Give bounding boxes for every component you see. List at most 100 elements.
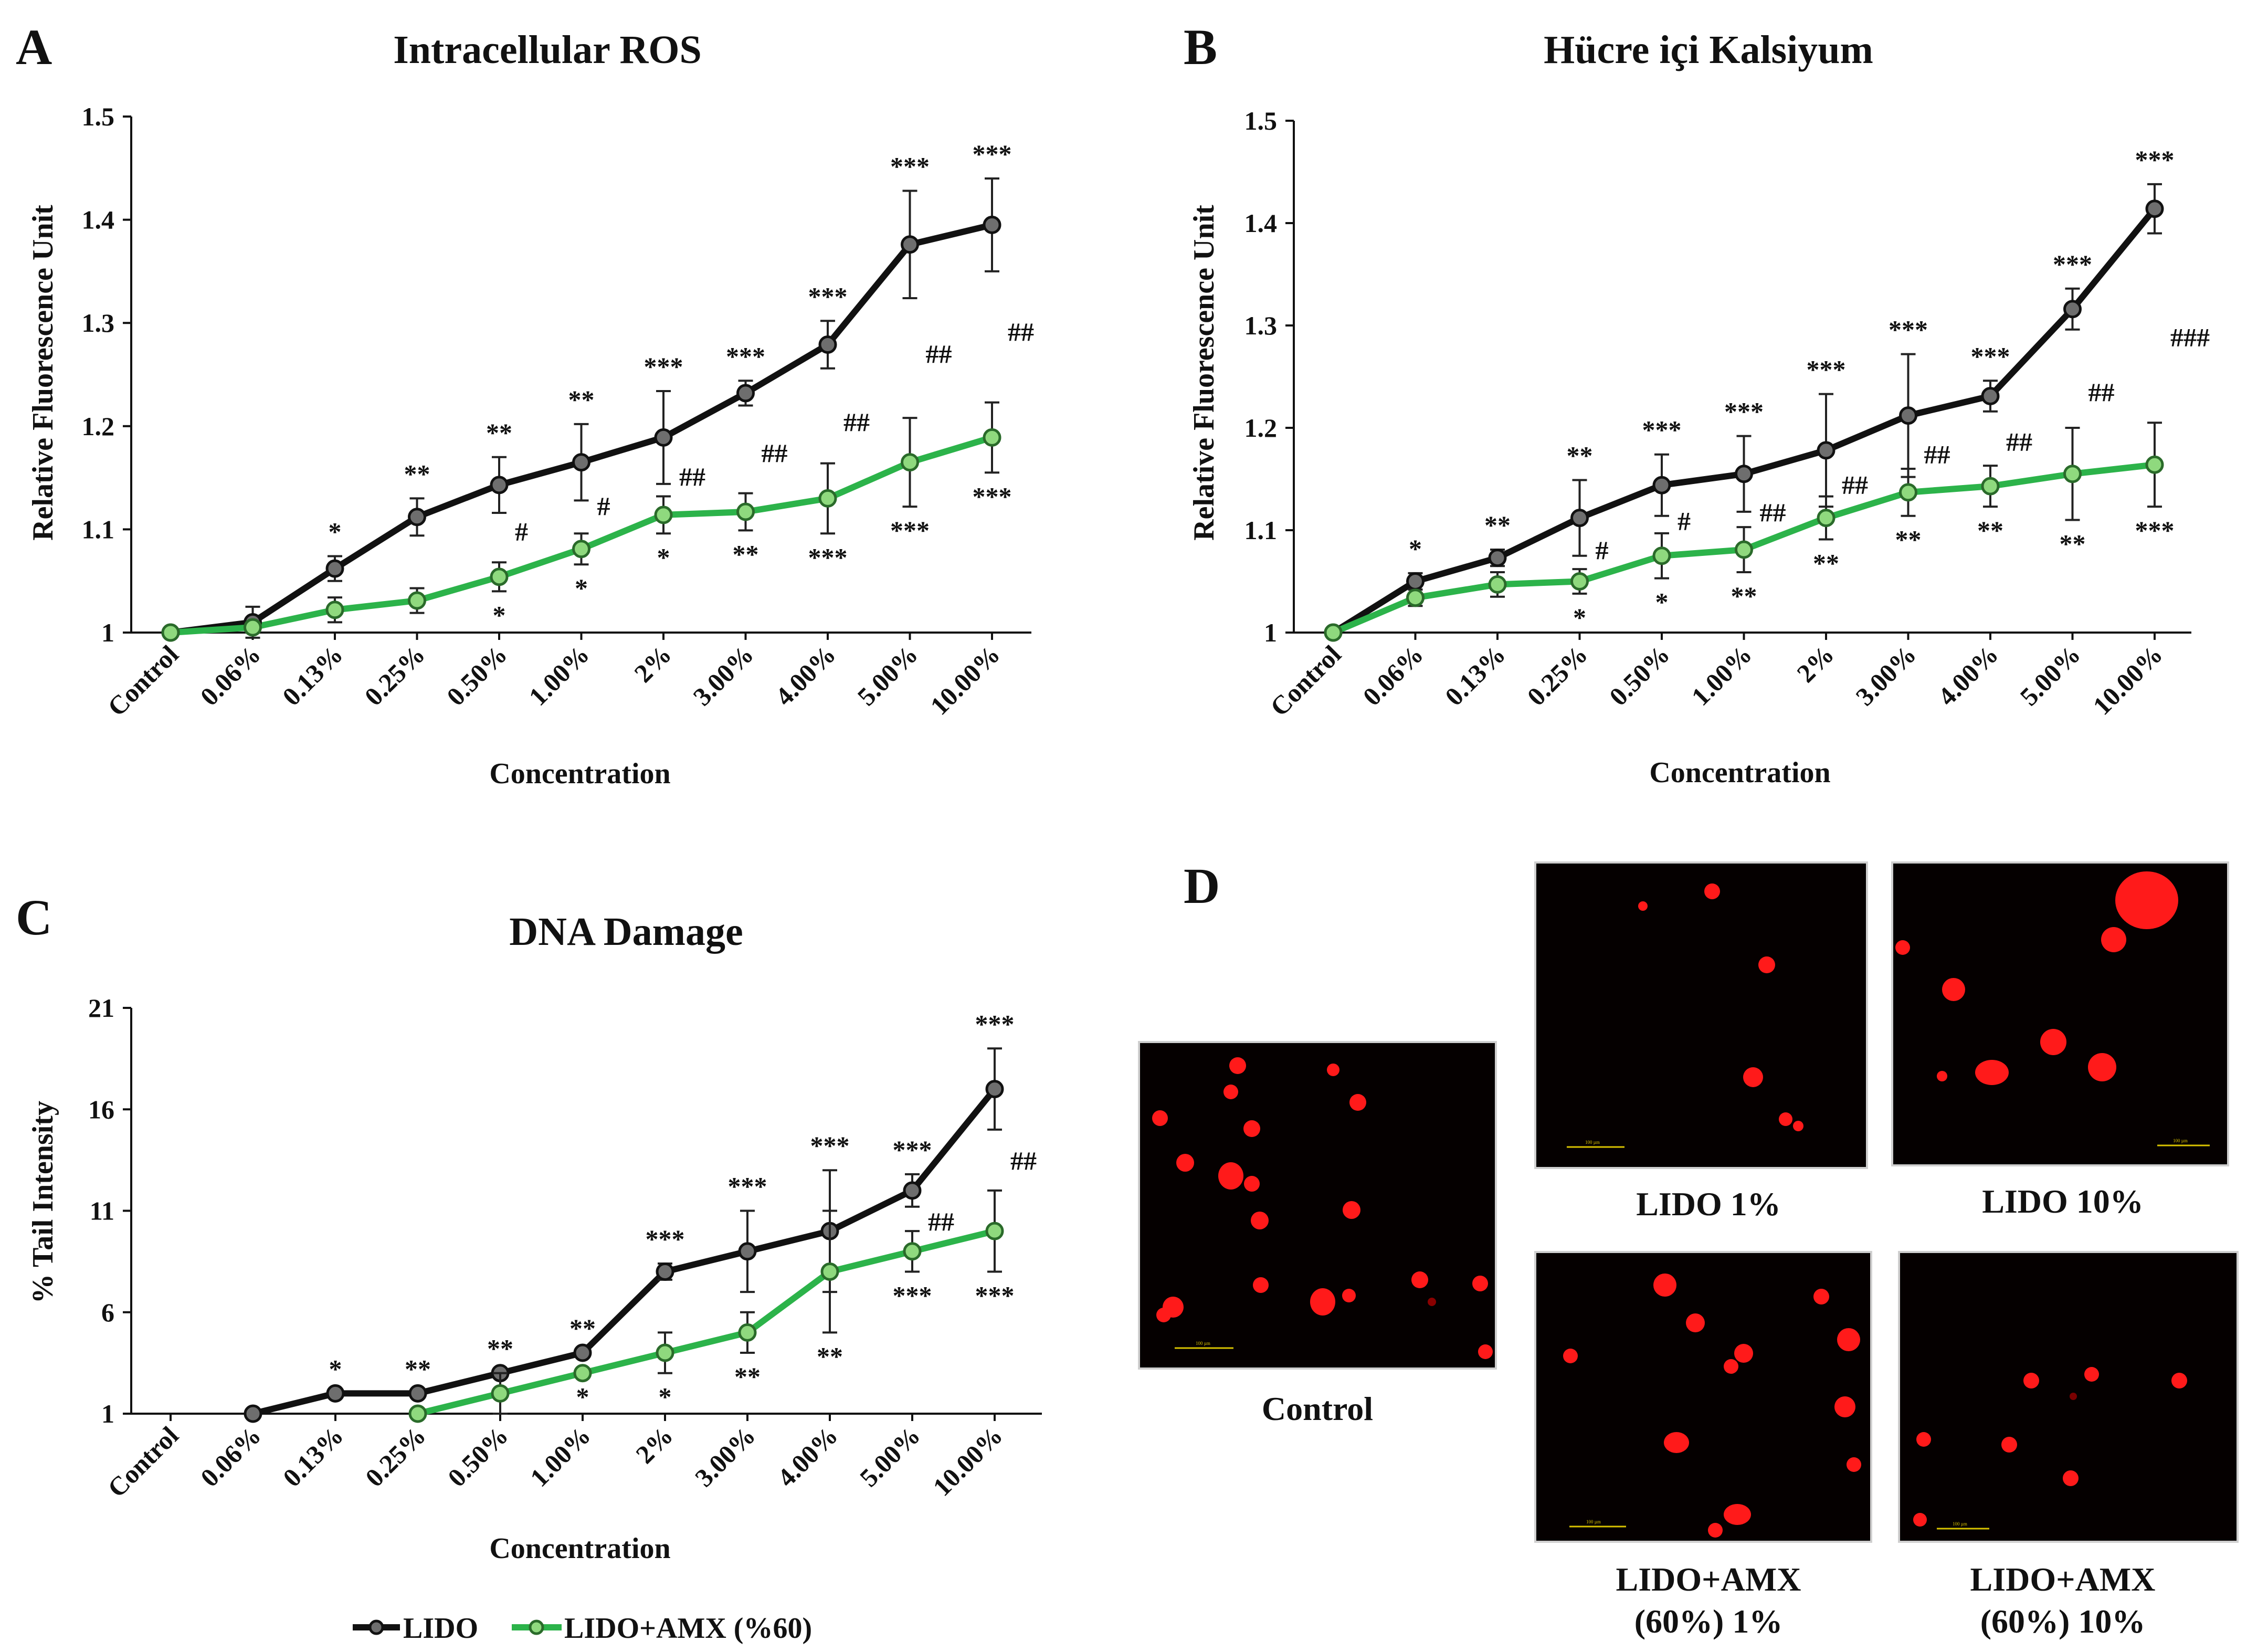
micrograph-caption-line-1: LIDO+AMX <box>1970 1561 2156 1598</box>
x-tick-label: 10.00% <box>927 1420 1008 1502</box>
data-point-lido-amx <box>818 489 837 508</box>
cell-nucleus <box>1937 1071 1947 1081</box>
panel-b-chart: B Hücre içi Kalsiyum Relative Fluorescen… <box>1184 19 2210 789</box>
chart-title-a: Intracellular ROS <box>393 28 702 72</box>
data-point-lido <box>326 1384 345 1403</box>
significance-label: *** <box>973 481 1012 511</box>
y-tick-label: 1.2 <box>1244 413 1278 443</box>
cell-nucleus <box>1975 1060 2009 1085</box>
y-tick-label: 1.2 <box>82 412 115 441</box>
hash-significance-label: # <box>515 517 528 546</box>
x-tick-label: 1.00% <box>523 639 595 711</box>
x-tick-label: 2% <box>1791 639 1840 688</box>
cell-nucleus <box>2088 1053 2116 1081</box>
data-point-lido <box>1570 509 1589 528</box>
data-point-lido-amx <box>1899 483 1917 502</box>
data-point-lido-amx <box>490 567 509 586</box>
micrograph-caption-line-1: LIDO+AMX <box>1616 1561 1801 1598</box>
data-point-lido-amx <box>244 618 262 637</box>
x-tick-label: 3.00% <box>1850 639 1922 711</box>
significance-label: * <box>1409 534 1422 563</box>
data-point-lido <box>983 215 1001 234</box>
significance-label: ** <box>405 1354 431 1383</box>
x-tick-label: 2% <box>628 639 677 688</box>
x-tick-label: 1.00% <box>1685 639 1757 711</box>
cell-nucleus <box>2084 1367 2099 1382</box>
y-tick-label: 1.3 <box>82 308 115 338</box>
y-tick-label: 16 <box>88 1095 114 1124</box>
data-point-lido <box>490 476 509 494</box>
cell-nucleus <box>2001 1437 2017 1453</box>
hash-significance-label: ## <box>762 438 788 468</box>
scale-bar-label: 100 µm <box>2173 1138 2188 1143</box>
data-point-lido <box>903 1181 922 1200</box>
significance-label: ** <box>2060 529 2086 559</box>
x-tick-label: 0.13% <box>1439 639 1511 711</box>
data-point-lido <box>573 1343 592 1362</box>
significance-label: ** <box>486 418 512 447</box>
x-tick-label: 3.00% <box>687 639 759 711</box>
significance-label: *** <box>1807 355 1846 384</box>
scale-bar-label: 100 µm <box>1585 1140 1600 1145</box>
x-tick-label: 10.00% <box>2087 639 2168 721</box>
cell-nucleus <box>1704 883 1720 899</box>
cell-nucleus <box>1152 1110 1168 1126</box>
cell-nucleus <box>1229 1057 1246 1074</box>
panel-letter-d: D <box>1184 858 1220 914</box>
chart-title-c: DNA Damage <box>509 910 743 954</box>
significance-label: *** <box>1724 397 1764 426</box>
x-axis-label-b: Concentration <box>1649 756 1830 789</box>
cell-nucleus <box>1638 901 1648 911</box>
cell-nucleus <box>1653 1274 1676 1297</box>
panel-letter-b: B <box>1184 19 1217 75</box>
micrograph-caption: LIDO 10% <box>1982 1183 2144 1220</box>
y-tick-label: 1.5 <box>1244 106 1278 135</box>
cell-nucleus <box>1743 1067 1763 1087</box>
significance-label: ** <box>1567 440 1593 470</box>
significance-label: ** <box>569 1313 596 1343</box>
significance-label: *** <box>728 1172 767 1201</box>
cell-nucleus <box>1686 1313 1705 1332</box>
x-tick-label: Control <box>102 1420 184 1503</box>
scale-bar-label: 100 µm <box>1586 1519 1601 1524</box>
data-point-lido-amx <box>736 502 755 521</box>
significance-label: *** <box>726 341 765 371</box>
y-tick-label: 1 <box>101 1399 114 1428</box>
data-point-lido-amx <box>1981 477 2000 496</box>
y-axis-label-a: Relative Fluorescence Unit <box>27 205 59 541</box>
series-line-lido <box>252 1087 997 1417</box>
significance-label: * <box>493 600 506 629</box>
cell-nuclei <box>1638 883 1803 1131</box>
y-axis-label-b: Relative Fluorescence Unit <box>1188 205 1220 541</box>
significance-label: *** <box>808 281 848 311</box>
y-tick-label: 1 <box>101 618 114 647</box>
cell-nuclei <box>1563 1274 1861 1538</box>
data-point-lido <box>738 1242 757 1261</box>
cell-nucleus <box>1428 1298 1436 1306</box>
plot-area-b: 1 1.1 1.2 1.3 1.4 1.5 Control 0.06% 0.13% 0.25% 0.… <box>1244 106 2210 722</box>
data-point-lido-amx <box>572 540 590 559</box>
x-tick-label: 4.00% <box>769 639 841 711</box>
y-axis-label-c: % Tail Intensity <box>27 1101 59 1303</box>
significance-label: ** <box>1731 581 1757 611</box>
cell-nucleus <box>1327 1064 1339 1076</box>
x-tick-label: 0.25% <box>1521 639 1593 711</box>
data-point-lido <box>325 559 344 578</box>
data-point-lido-amx <box>573 1364 592 1383</box>
cell-nucleus <box>1834 1396 1855 1417</box>
data-point-lido-amx <box>1488 575 1507 594</box>
hash-significance-label: ## <box>2006 427 2032 456</box>
hash-significance-label: ## <box>926 339 952 369</box>
cell-nucleus <box>1563 1349 1578 1363</box>
x-tick-label: 3.00% <box>689 1420 761 1492</box>
hash-significance-label: # <box>597 491 610 521</box>
x-tick-label: 5.00% <box>854 1420 926 1492</box>
micrograph-caption: LIDO 1% <box>1636 1185 1781 1223</box>
data-point-lido <box>244 1404 262 1423</box>
cell-nucleus <box>1793 1121 1803 1131</box>
series-line-lido-amx <box>417 1228 996 1417</box>
legend-marker-lido-amx <box>529 1619 544 1635</box>
cell-nucleus <box>1813 1289 1829 1304</box>
hash-significance-label: ## <box>1842 470 1868 499</box>
scale-bar-label: 100 µm <box>1196 1341 1210 1346</box>
